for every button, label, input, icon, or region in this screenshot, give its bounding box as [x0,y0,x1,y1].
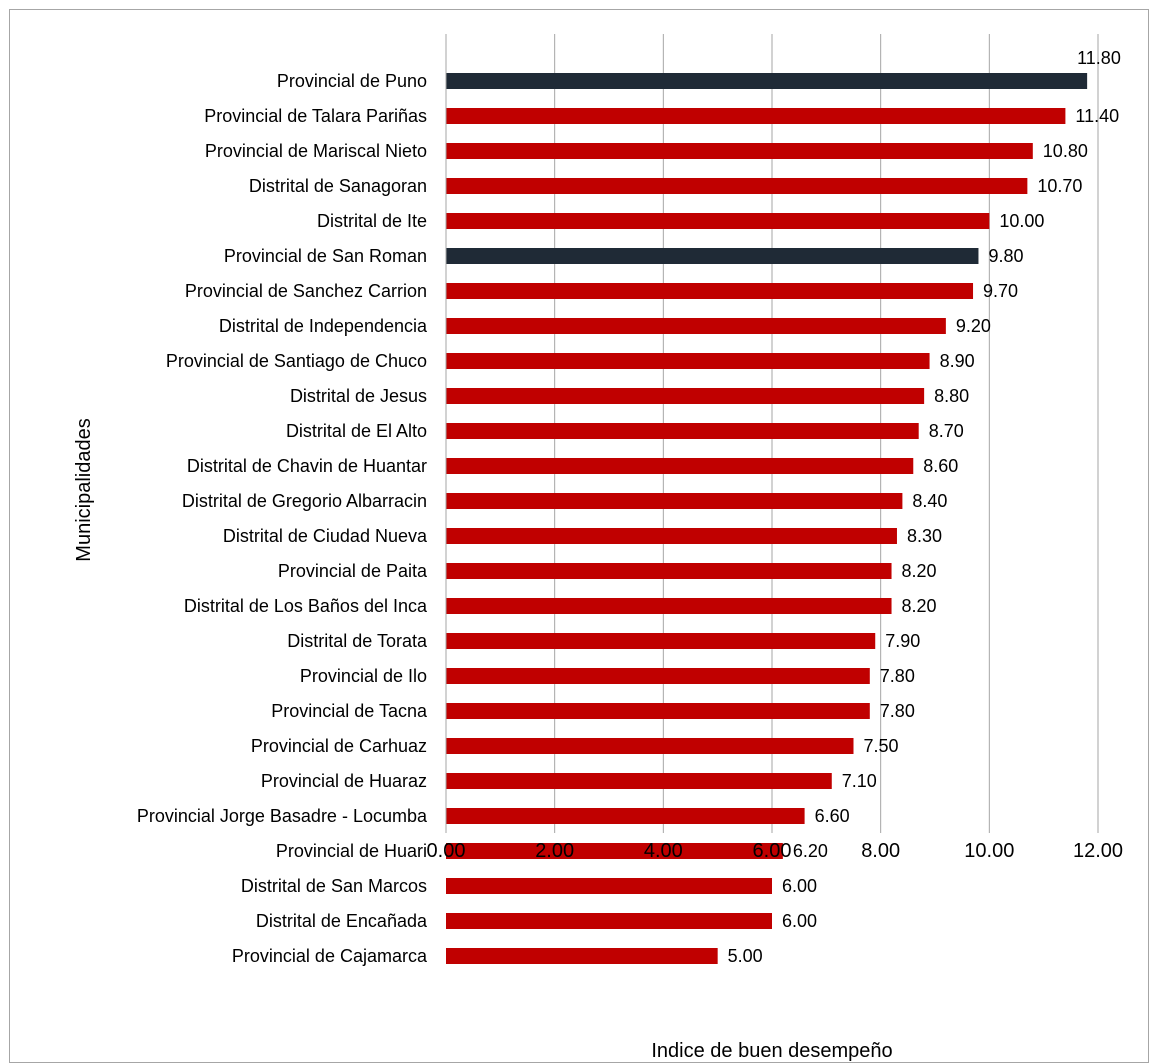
x-tick-label: 0.00 [427,840,466,862]
bar [446,108,1066,124]
value-label: 9.80 [988,246,1023,266]
bar [446,388,925,404]
bar [446,598,892,614]
value-label: 10.70 [1037,176,1082,196]
category-label: Distrital de Los Baños del Inca [184,596,428,616]
bars [446,73,1088,964]
x-tick-label: 6.00 [753,840,792,862]
bar [446,423,919,439]
value-label: 6.00 [782,911,817,931]
value-label: 7.90 [885,631,920,651]
bar [446,318,946,334]
category-label: Provincial Jorge Basadre - Locumba [137,806,428,826]
value-label: 7.80 [880,701,915,721]
value-label: 8.20 [902,596,937,616]
value-label: 8.30 [907,526,942,546]
value-label: 6.20 [793,841,828,861]
category-label: Distrital de Ite [317,211,427,231]
bar [446,493,903,509]
value-label: 6.60 [815,806,850,826]
category-label: Provincial de Ilo [300,666,427,686]
value-label: 11.40 [1075,106,1119,126]
bar [446,143,1033,159]
bar [446,878,772,894]
value-label: 8.20 [902,561,937,581]
x-tick-label: 8.00 [861,840,900,862]
value-label: 9.20 [956,316,991,336]
bar [446,528,897,544]
value-label: 9.70 [983,281,1018,301]
bar [446,633,876,649]
category-label: Distrital de Chavin de Huantar [187,456,427,476]
category-label: Distrital de Encañada [256,911,428,931]
bar [446,178,1028,194]
value-label: 5.00 [728,946,763,966]
bar [446,808,805,824]
bar [446,213,990,229]
category-label: Provincial de Carhuaz [251,736,427,756]
category-label: Provincial de Sanchez Carrion [185,281,427,301]
category-label: Distrital de San Marcos [241,876,427,896]
value-label: 6.00 [782,876,817,896]
bar [446,843,783,859]
bar [446,353,930,369]
category-label: Provincial de Puno [277,71,427,91]
value-label: 8.60 [923,456,958,476]
category-label: Distrital de Gregorio Albarracin [182,491,427,511]
bar [446,703,870,719]
category-label: Provincial de Paita [278,561,428,581]
value-label: 7.80 [880,666,915,686]
x-tick-labels: 0.00 2.00 4.00 6.00 8.00 10.00 12.00 [427,840,1124,862]
category-label: Distrital de Independencia [219,316,428,336]
x-tick-label: 12.00 [1073,840,1123,862]
y-axis-title: Municipalidades [73,418,95,561]
value-label: 8.70 [929,421,964,441]
category-label: Distrital de Sanagoran [249,176,427,196]
value-label: 7.50 [864,736,899,756]
category-label: Provincial de Santiago de Chuco [166,351,427,371]
category-label: Distrital de El Alto [286,421,427,441]
category-label: Distrital de Jesus [290,386,427,406]
value-label: 11.80 [1077,48,1121,68]
bar [446,773,832,789]
bar-highlighted [446,248,979,264]
value-label: 10.80 [1043,141,1088,161]
bar [446,738,854,754]
bar [446,458,914,474]
value-label: 7.10 [842,771,877,791]
x-tick-label: 10.00 [964,840,1014,862]
bar [446,563,892,579]
bar [446,913,772,929]
x-tick-label: 4.00 [644,840,683,862]
value-label: 10.00 [999,211,1044,231]
category-label: Provincial de Huaraz [261,771,427,791]
value-label: 8.40 [912,491,947,511]
gridlines [554,34,1099,833]
category-label: Provincial de Cajamarca [232,946,428,966]
value-labels: 11.80 11.40 10.80 10.70 10.00 9.80 9.70 9.20 8.9… [728,48,1121,966]
x-axis-title: Indice de buen desempeño [651,1040,892,1062]
category-label: Provincial de Talara Pariñas [204,106,427,126]
bar [446,283,974,299]
bar [446,948,718,964]
category-label: Provincial de Huari [276,841,427,861]
x-tick-label: 2.00 [535,840,574,862]
category-label: Provincial de Mariscal Nieto [205,141,427,161]
value-label: 8.90 [940,351,975,371]
bar [446,668,870,684]
category-labels: Provincial de Puno Provincial de Talara P… [137,71,428,966]
category-label: Distrital de Ciudad Nueva [223,526,428,546]
category-label: Distrital de Torata [287,631,428,651]
category-label: Provincial de San Roman [224,246,427,266]
value-label: 8.80 [934,386,969,406]
category-label: Provincial de Tacna [271,701,428,721]
bar-highlighted [446,73,1088,89]
